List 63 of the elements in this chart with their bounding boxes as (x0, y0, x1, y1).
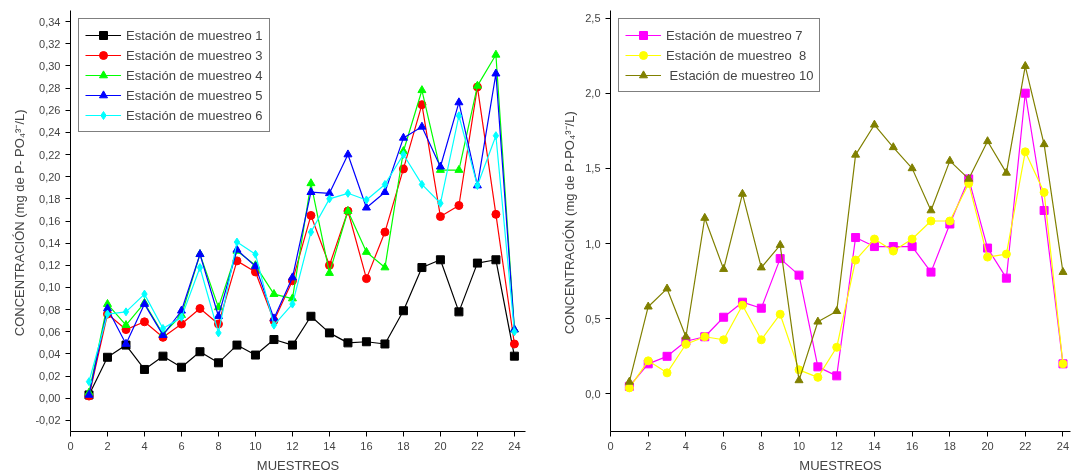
legend-label: Estación de muestreo 5 (126, 87, 263, 103)
x-tick-label: 12 (286, 439, 299, 452)
x-tick-label: 16 (906, 439, 919, 452)
y-tick-label: 0,20 (39, 170, 61, 183)
x-axis-title: MUESTREOS (799, 457, 882, 473)
y-tick-label: 0,16 (39, 215, 61, 227)
y-tick-label: 0,10 (39, 281, 61, 294)
x-tick-label: 6 (720, 439, 727, 452)
y-tick-label: 2,5 (585, 12, 601, 25)
y-tick-label: 0,32 (39, 37, 61, 50)
x-tick-label: 2 (645, 439, 652, 452)
y-axis-title: CONCENTRACIÓN (mg de P- PO₄³⁻/L) (12, 109, 28, 337)
y-tick-label: 0,28 (39, 82, 61, 95)
x-tick-label: 24 (1056, 439, 1070, 452)
legend-label: Estación de muestreo 1 (126, 27, 263, 43)
y-tick-label: 0,04 (39, 347, 61, 360)
x-tick-label: 0 (607, 439, 614, 452)
x-tick-label: 8 (215, 439, 222, 452)
y-tick-label: 0,18 (39, 192, 61, 205)
x-tick-label: 16 (360, 439, 373, 452)
x-tick-label: 4 (682, 439, 689, 452)
y-tick-label: 2,0 (585, 87, 601, 100)
x-tick-label: 22 (471, 439, 484, 452)
legend-label: Estación de muestreo 4 (126, 67, 263, 83)
y-tick-label: 0,5 (585, 312, 601, 325)
y-tick-label: -0,02 (35, 414, 61, 427)
x-tick-label: 10 (792, 439, 806, 452)
y-tick-label: 1,5 (585, 162, 601, 175)
x-tick-label: 10 (249, 439, 262, 452)
y-tick-label: 0,26 (39, 104, 61, 117)
x-tick-label: 18 (943, 439, 956, 452)
x-tick-label: 18 (397, 439, 410, 452)
y-tick-label: 0,12 (39, 259, 61, 272)
x-axis-title: MUESTREOS (256, 457, 340, 473)
legend-label: Estación de muestreo 10 (668, 67, 814, 83)
y-tick-label: 0,24 (39, 126, 61, 139)
y-tick-label: 0,22 (39, 148, 61, 161)
y-tick-label: 0,34 (39, 15, 61, 28)
x-tick-label: 14 (323, 439, 336, 452)
x-tick-label: 6 (178, 439, 185, 452)
x-tick-label: 20 (981, 439, 994, 452)
x-tick-label: 24 (508, 439, 521, 452)
x-tick-label: 22 (1019, 439, 1032, 452)
x-tick-label: 2 (104, 439, 111, 452)
y-tick-label: 0,00 (39, 392, 61, 405)
x-tick-label: 8 (758, 439, 765, 452)
y-axis-title: CONCENTRACIÓN (mg de P-PO₄³⁻/L) (562, 111, 578, 335)
x-tick-label: 14 (868, 439, 881, 452)
y-tick-label: 0,06 (39, 325, 61, 338)
y-tick-label: 0,30 (39, 59, 61, 72)
x-tick-label: 0 (67, 439, 74, 452)
legend-label: Estación de muestreo 6 (126, 107, 263, 123)
legend-label: Estación de muestreo 8 (666, 47, 807, 63)
y-tick-label: 0,02 (39, 370, 61, 383)
x-tick-label: 12 (830, 439, 843, 452)
y-tick-label: 1,0 (585, 237, 601, 250)
y-tick-label: 0,14 (39, 237, 61, 250)
x-tick-label: 20 (434, 439, 447, 452)
legend-label: Estación de muestreo 3 (126, 47, 263, 63)
legend-label: Estación de muestreo 7 (666, 27, 803, 43)
x-tick-label: 4 (141, 439, 148, 452)
y-tick-label: 0,08 (39, 303, 61, 316)
y-tick-label: 0,0 (585, 387, 601, 400)
